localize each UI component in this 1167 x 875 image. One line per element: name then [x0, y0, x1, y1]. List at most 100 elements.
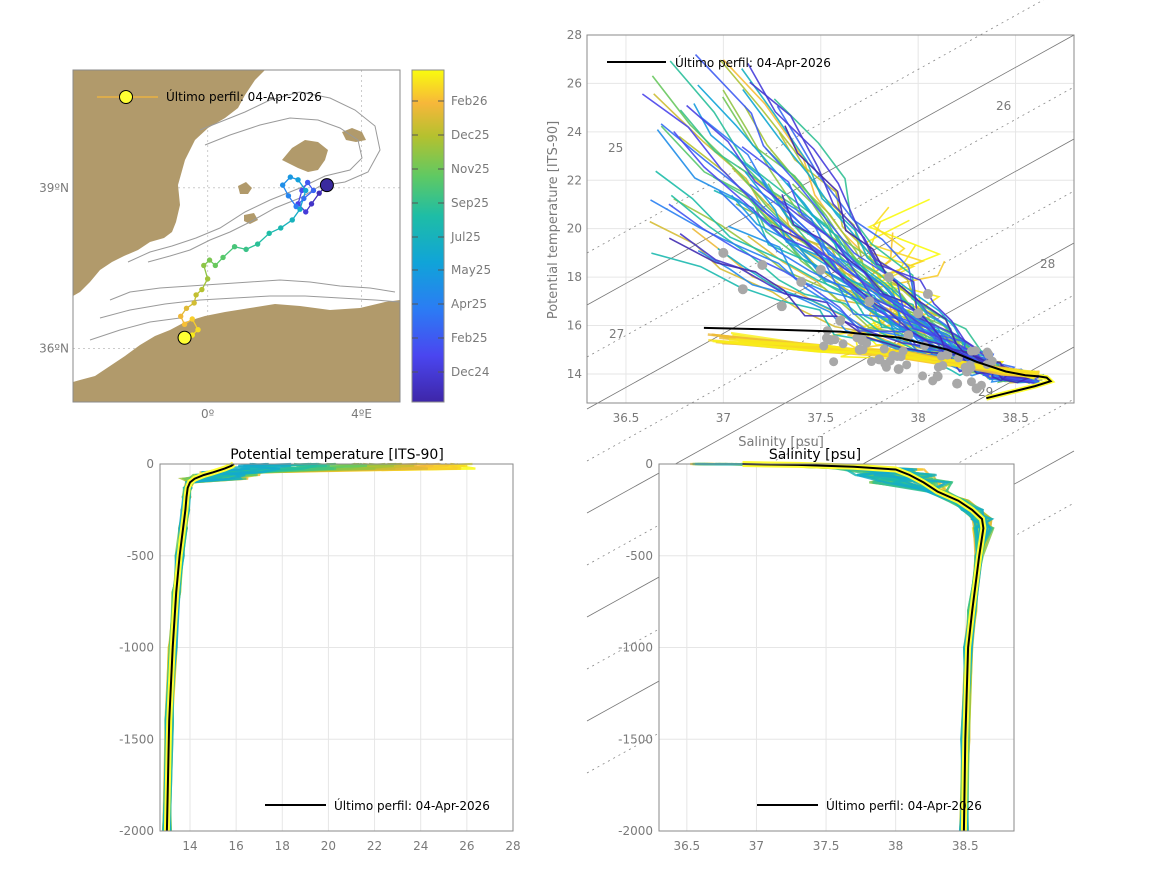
trajectory-point — [287, 174, 294, 180]
ts-y-tick-label: 16 — [567, 319, 582, 333]
sp-y-tick-label: -1500 — [618, 732, 653, 746]
tp-x-tick-label: 16 — [228, 839, 243, 853]
climatology-point — [821, 333, 831, 343]
ts-profile-line — [673, 130, 1028, 380]
trajectory-point — [199, 286, 205, 293]
trajectory-point — [195, 327, 201, 333]
climatology-point — [858, 345, 868, 355]
climatology-point — [819, 341, 829, 351]
trajectory-point — [304, 179, 311, 186]
ts-y-tick-label: 26 — [567, 76, 582, 90]
trajectory-point — [254, 241, 261, 247]
ts-y-tick-label: 14 — [567, 367, 582, 381]
map-lat-tick-label: 36ºN — [39, 341, 69, 355]
tp-y-tick-label: -500 — [127, 549, 154, 563]
trajectory-point — [308, 201, 315, 207]
tp-legend: Último perfil: 04-Apr-2026 — [265, 798, 490, 813]
land-africa — [73, 300, 400, 402]
land-iberia — [73, 70, 265, 296]
latest-profile-marker — [177, 330, 192, 345]
land-formentera — [244, 213, 258, 224]
climatology-point — [879, 344, 889, 354]
climatology-point — [835, 315, 846, 326]
sp-y-tick-label: -500 — [626, 549, 653, 563]
trajectory-point — [181, 321, 188, 328]
ts-x-tick-label: 37 — [716, 411, 731, 425]
map-lon-tick-label: 4ºE — [351, 407, 372, 421]
trajectory-point — [204, 276, 211, 282]
trajectory-point — [201, 262, 207, 269]
climatology-point — [757, 260, 768, 270]
map-legend-label: Último perfil: 04-Apr-2026 — [166, 89, 322, 104]
colorbar-tick-label: Jul25 — [450, 230, 481, 244]
tp-x-tick-label: 26 — [459, 839, 474, 853]
trajectory-point — [193, 292, 199, 298]
climatology-point — [776, 301, 787, 312]
climatology-point — [838, 339, 848, 349]
trajectory-point — [243, 246, 249, 253]
sp-y-tick-label: -1000 — [618, 641, 653, 655]
climatology-point — [896, 352, 906, 362]
map-legend: Último perfil: 04-Apr-2026 — [97, 89, 322, 104]
latest-profile-line — [703, 326, 1053, 400]
sp-title: Salinity [psu] — [769, 447, 861, 463]
climatology-point — [830, 335, 840, 345]
tp-x-tick-label: 14 — [182, 839, 197, 853]
density-contour-label: 27 — [609, 327, 624, 341]
ts-y-tick-label: 20 — [567, 222, 582, 236]
trajectory-point — [289, 217, 295, 223]
map-frame — [72, 69, 401, 403]
map-lat-tick-label: 39ºN — [39, 181, 69, 195]
colorbar-tick-label: Feb25 — [451, 331, 488, 345]
climatology-point — [864, 296, 875, 307]
climatology-point — [922, 289, 933, 300]
climatology-point — [888, 350, 898, 360]
tp-y-tick-label: 0 — [146, 457, 154, 471]
colorbar-tick-label: Dec24 — [451, 365, 490, 379]
ts-frame — [586, 34, 1075, 404]
tp-legend-label: Último perfil: 04-Apr-2026 — [334, 798, 490, 813]
land-ibiza — [238, 182, 252, 194]
trajectory-point — [299, 187, 305, 194]
trajectory-point — [178, 313, 184, 320]
climatology-point — [952, 378, 963, 389]
density-contour-label: 26 — [996, 99, 1011, 113]
sp-y-tick-label: 0 — [645, 457, 653, 471]
float-trajectory — [177, 174, 334, 345]
tp-x-tick-label: 24 — [413, 839, 428, 853]
climatology-point — [883, 272, 894, 283]
sp-x-tick-label: 37.5 — [813, 839, 840, 853]
ts-ylabel: Potential temperature [ITS-90] — [546, 121, 561, 319]
colorbar-tick-label: Dec25 — [451, 128, 490, 142]
trajectory-point — [220, 254, 226, 261]
trajectory-point — [316, 190, 322, 196]
sp-legend: Último perfil: 04-Apr-2026 — [757, 798, 982, 813]
trajectory-point — [303, 187, 309, 194]
climatology-point — [938, 361, 948, 371]
first-profile-marker — [319, 178, 334, 193]
tp-x-tick-label: 22 — [367, 839, 382, 853]
trajectory-point — [212, 262, 219, 269]
trajectory-point — [266, 230, 272, 237]
density-contour-label: 25 — [608, 141, 623, 155]
sp-x-tick-label: 36.5 — [673, 839, 700, 853]
climatology-point — [965, 360, 975, 370]
trajectory-map: 0º 4ºE 39ºN 36ºN Último perfil: 04-Apr-2026 — [39, 69, 401, 421]
colorbar-tick-label: Apr25 — [451, 297, 487, 311]
historical-profiles — [641, 54, 1045, 385]
colorbar-tick-label: Nov25 — [451, 162, 490, 176]
ts-x-tick-label: 36.5 — [613, 411, 640, 425]
tp-x-tick-label: 18 — [275, 839, 290, 853]
trajectory-point — [293, 203, 299, 210]
climatology-point — [966, 377, 976, 387]
climatology-point — [918, 371, 928, 381]
tp-y-tick-label: -2000 — [119, 824, 154, 838]
trajectory-point — [278, 225, 284, 231]
tp-latest-line — [165, 463, 235, 832]
ts-profile-line — [776, 105, 1034, 384]
ts-y-tick-label: 24 — [567, 125, 582, 139]
climatology-point — [928, 376, 938, 386]
colorbar: Feb26 Dec25 Nov25 Sep25 Jul25 May25 Apr25 Feb25… — [411, 69, 491, 403]
colorbar-tick-label: May25 — [451, 263, 491, 277]
